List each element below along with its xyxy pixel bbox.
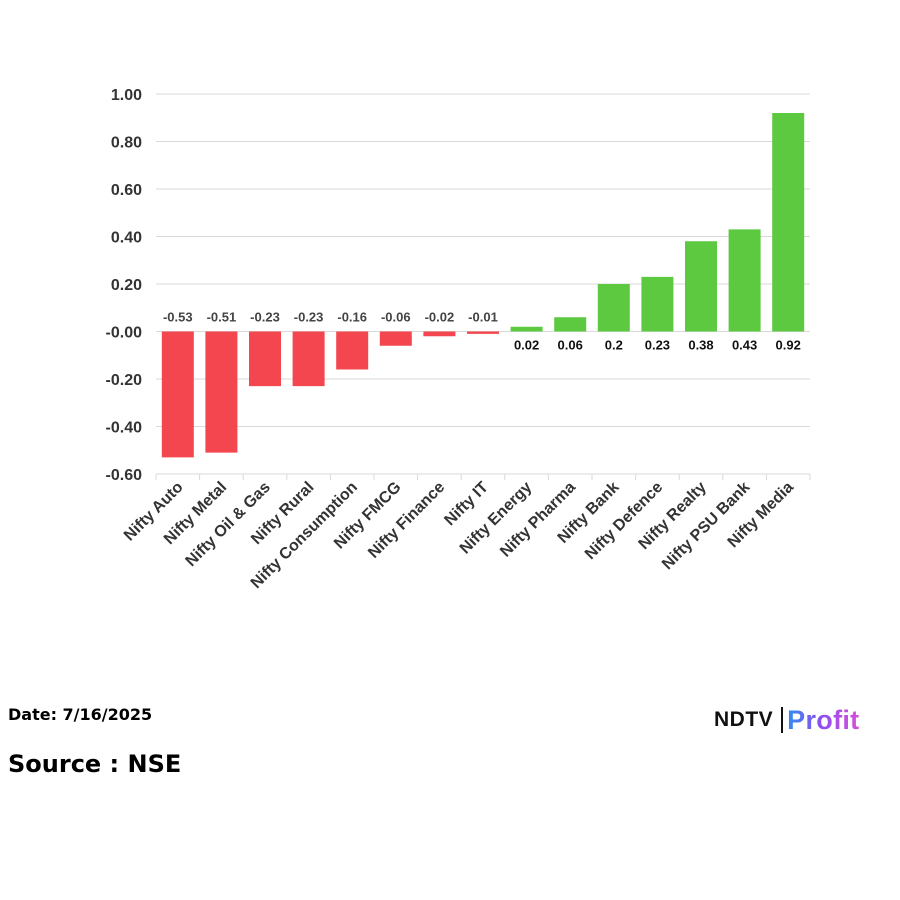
data-label: -0.01	[468, 310, 498, 325]
bar	[292, 331, 325, 387]
bar	[336, 331, 369, 370]
data-label: -0.53	[163, 310, 193, 325]
y-tick-label: 0.60	[111, 182, 142, 199]
y-tick-label: 0.80	[111, 135, 142, 152]
data-label: -0.51	[207, 310, 237, 325]
data-label: -0.23	[250, 310, 280, 325]
bar	[510, 326, 543, 332]
data-label: -0.16	[337, 310, 367, 325]
ndtv-profit-logo: NDTV Profit	[714, 703, 896, 737]
logo-brand-text: NDTV	[714, 708, 774, 731]
bar	[641, 276, 674, 332]
bar	[161, 331, 194, 458]
y-tick-label: 1.00	[111, 87, 142, 104]
data-label: 0.2	[605, 338, 623, 353]
bar	[685, 241, 717, 332]
data-label: 0.43	[732, 338, 757, 353]
data-label: 0.02	[514, 338, 539, 353]
bar	[423, 331, 456, 337]
data-label: 0.23	[645, 338, 670, 353]
y-tick-label: 0.40	[111, 230, 142, 247]
bar	[467, 331, 499, 334]
logo-product-text: Profit	[787, 704, 860, 735]
y-tick-label: -0.00	[106, 325, 143, 342]
y-tick-label: -0.20	[106, 372, 143, 389]
bar	[728, 229, 761, 332]
data-label: -0.02	[425, 310, 455, 325]
y-axis-tick-labels: 1.00 0.80 0.60 0.40 0.20 -0.00 -0.20 -0.40 -0.60	[106, 87, 143, 484]
y-tick-label: -0.60	[106, 467, 143, 484]
y-tick-label: -0.40	[106, 420, 143, 437]
data-label: -0.06	[381, 310, 411, 325]
logo-divider	[781, 707, 784, 733]
data-label: 0.92	[776, 338, 801, 353]
bar	[249, 331, 281, 387]
bar	[772, 113, 805, 332]
bar	[554, 317, 587, 332]
x-tick-label: Nifty Defence	[582, 479, 666, 563]
y-tick-label: 0.20	[111, 277, 142, 294]
x-tick-label: Nifty Finance	[365, 479, 448, 562]
data-label: 0.06	[558, 338, 583, 353]
bar	[379, 331, 412, 346]
bar	[597, 284, 630, 332]
source-label: Source : NSE	[8, 750, 182, 778]
x-tick-label: Nifty Pharma	[497, 479, 579, 561]
data-label: -0.23	[294, 310, 324, 325]
data-labels: -0.53 -0.51 -0.23 -0.23 -0.16 -0.06 -0.02 -0.01…	[163, 310, 801, 353]
bar	[205, 331, 238, 453]
date-label: Date: 7/16/2025	[8, 705, 153, 724]
data-label: 0.38	[688, 338, 713, 353]
bars	[161, 113, 805, 458]
